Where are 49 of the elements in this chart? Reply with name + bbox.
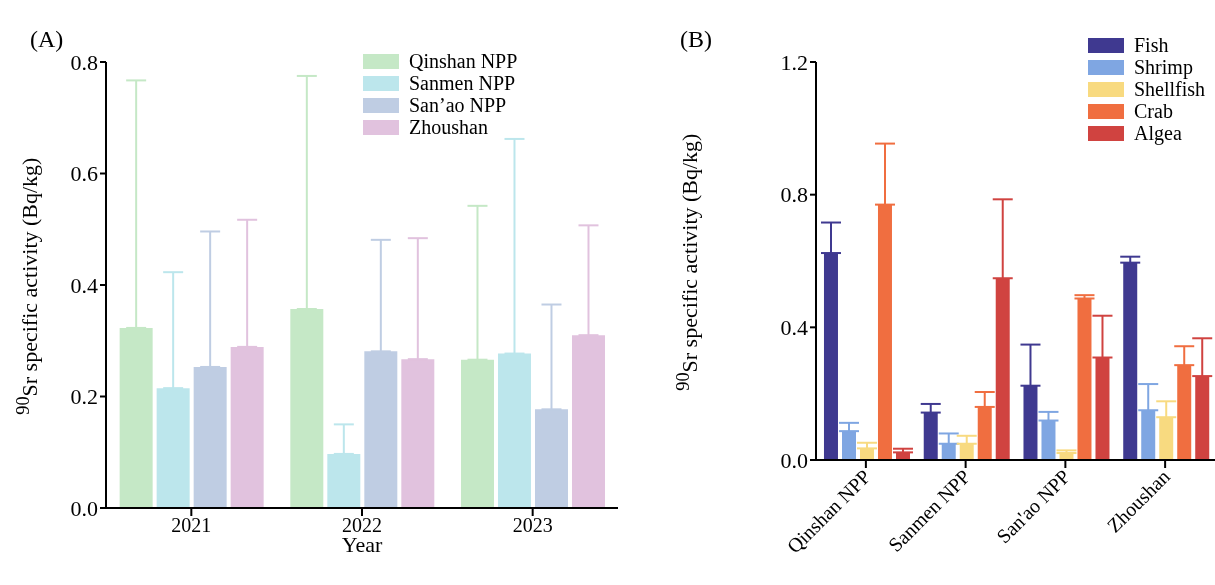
bar <box>364 351 398 508</box>
bar <box>1159 417 1174 460</box>
bar <box>1123 262 1138 460</box>
y-tick-label: 0.2 <box>70 384 98 410</box>
y-tick-label: 0.8 <box>780 182 808 208</box>
bar <box>877 204 892 460</box>
bar <box>1023 385 1038 460</box>
bar <box>230 346 264 508</box>
y-tick-label: 0.4 <box>780 315 808 341</box>
chart-title: (A) <box>30 26 64 53</box>
bar <box>841 431 856 460</box>
chart-title: (B) <box>680 26 712 53</box>
bar <box>193 366 227 508</box>
bar <box>923 412 938 460</box>
y-tick-label: 0.8 <box>70 49 98 75</box>
legend-label: Fish <box>1134 34 1169 56</box>
legend-label: Shellfish <box>1134 78 1206 100</box>
legend-label: San’ao NPP <box>409 94 507 116</box>
legend-label: Zhoushan <box>409 116 488 138</box>
bar <box>156 388 190 508</box>
bar <box>1177 365 1192 460</box>
bar <box>1141 410 1156 460</box>
bar <box>401 359 435 508</box>
bar <box>460 359 494 508</box>
bar <box>534 409 568 508</box>
bar <box>290 308 324 508</box>
y-tick-label: 1.2 <box>780 49 808 75</box>
bar <box>571 335 605 508</box>
bar <box>1195 376 1210 460</box>
bar <box>119 327 153 508</box>
bar <box>1095 357 1110 460</box>
legend-label: Qinshan NPP <box>409 50 518 72</box>
x-tick-label: 2021 <box>171 514 212 537</box>
y-tick-label: 0.6 <box>70 161 98 187</box>
y-tick-label: 0.0 <box>70 495 98 521</box>
legend-label: Shrimp <box>1134 56 1193 78</box>
bar <box>497 353 531 508</box>
bar <box>995 278 1010 460</box>
bar <box>823 253 838 460</box>
bar <box>977 406 992 460</box>
bar <box>327 453 361 508</box>
x-tick-label: 2023 <box>512 514 553 537</box>
legend-label: Algea <box>1134 122 1182 144</box>
y-tick-label: 0.4 <box>70 272 98 298</box>
legend-label: Sanmen NPP <box>409 72 516 94</box>
bar <box>1077 298 1092 460</box>
legend-label: Crab <box>1134 100 1173 122</box>
y-tick-label: 0.0 <box>780 447 808 473</box>
bar <box>1041 420 1056 460</box>
